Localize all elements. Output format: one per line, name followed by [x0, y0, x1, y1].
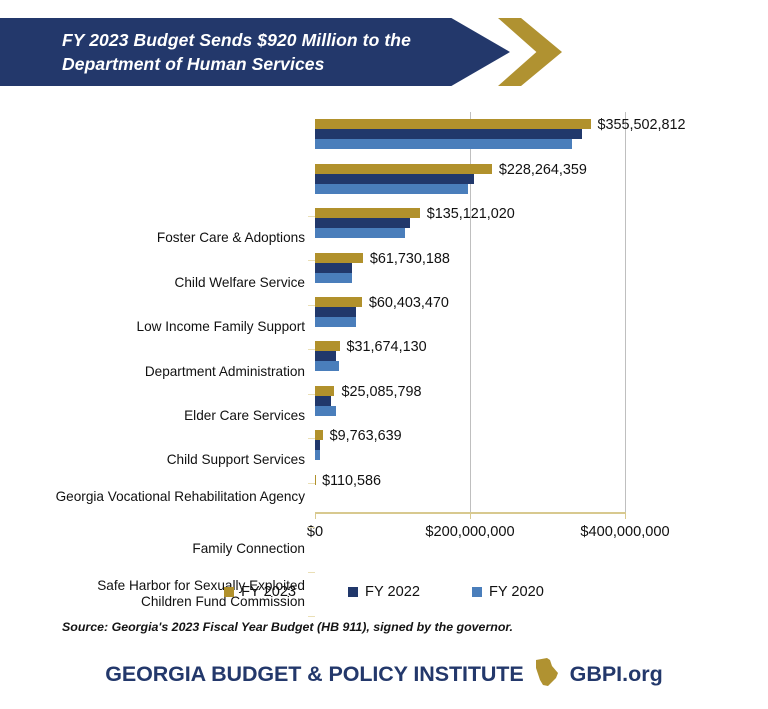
chart-legend: FY 2023 FY 2022 FY 2020	[0, 584, 768, 600]
legend-swatch-icon	[348, 587, 359, 597]
legend-label: FY 2023	[241, 584, 297, 600]
bar-value-label: $9,763,639	[329, 428, 402, 445]
bar-value-label: $61,730,188	[369, 250, 450, 267]
category-label: Safe Harbor for Sexually Exploited Child…	[97, 577, 305, 609]
x-tick-label: $200,000,000	[425, 524, 515, 540]
x-tick	[625, 512, 626, 519]
x-tick-label: $400,000,000	[580, 524, 670, 540]
category-tick	[308, 616, 315, 617]
bar-fy-2023	[315, 252, 363, 263]
category-label: Child Support Services	[166, 452, 305, 468]
organization-name: GEORGIA BUDGET & POLICY INSTITUTE	[105, 662, 524, 686]
bar-fy-2022	[315, 307, 357, 317]
bar-fy-2020	[315, 361, 339, 372]
bar-value-label: $31,674,130	[346, 339, 427, 356]
category-tick	[308, 216, 315, 217]
category-label: Elder Care Services	[184, 408, 305, 423]
bar-value-label: $355,502,812	[597, 117, 686, 134]
bar-fy-2022	[315, 173, 474, 184]
footer: GEORGIA BUDGET & POLICY INSTITUTE GBPI.o…	[0, 657, 768, 692]
legend-item: FY 2023	[224, 584, 296, 600]
bar-value-label: $25,085,798	[341, 383, 422, 400]
category-label: Child Welfare Service	[174, 274, 305, 290]
bar-group	[315, 341, 625, 372]
bar-group	[315, 208, 625, 239]
bar-fy-2023	[315, 163, 492, 174]
bar-fy-2022	[315, 218, 410, 229]
bar-fy-2020	[315, 183, 469, 194]
gridline	[625, 112, 626, 512]
category-label: Georgia Vocational Rehabilitation Agency	[55, 488, 305, 504]
category-tick	[308, 571, 315, 573]
bar-group	[315, 252, 625, 283]
bar-fy-2023	[315, 119, 591, 130]
bar-value-label: $135,121,020	[426, 206, 515, 223]
bar-chart: Foster Care & Adoptions Child Welfare Ser…	[0, 104, 768, 617]
bar-value-label: $228,264,359	[498, 161, 587, 178]
category-tick	[308, 304, 315, 306]
legend-label: FY 2020	[488, 584, 544, 600]
banner-arrow-shape	[0, 18, 510, 86]
bar-fy-2023	[315, 341, 340, 352]
legend-item: FY 2022	[348, 584, 420, 600]
category-tick	[308, 438, 315, 440]
bar-fy-2022	[315, 129, 582, 140]
bar-group	[315, 163, 625, 194]
legend-item: FY 2020	[471, 584, 544, 600]
category-tick	[308, 482, 315, 484]
x-tick	[470, 512, 471, 519]
category-tick	[308, 393, 315, 395]
bar-fy-2022	[315, 440, 321, 451]
category-label: Foster Care & Adoptions	[156, 230, 305, 246]
category-axis-labels: Foster Care & Adoptions Child Welfare Ser…	[45, 216, 305, 616]
category-tick	[308, 260, 315, 262]
title-banner: FY 2023 Budget Sends $920 Million to the…	[0, 18, 562, 86]
bar-fy-2023	[315, 208, 420, 219]
x-tick	[315, 512, 316, 519]
bar-group	[315, 474, 625, 505]
bar-group	[315, 385, 625, 416]
bar-fy-2022	[315, 351, 336, 362]
bar-group	[315, 119, 625, 150]
page-title: FY 2023 Budget Sends $920 Million to the…	[62, 30, 411, 74]
website-url: GBPI.org	[569, 662, 663, 686]
legend-swatch-icon	[471, 587, 482, 597]
bar-fy-2023	[315, 430, 323, 441]
bar-group	[315, 430, 625, 461]
category-label: Family Connection	[192, 541, 305, 557]
bar-fy-2020	[315, 450, 320, 461]
bar-fy-2023	[315, 297, 362, 307]
bar-fy-2020	[315, 139, 572, 150]
category-label: Department Administration	[144, 363, 305, 379]
bar-fy-2020	[315, 228, 405, 239]
bar-fy-2022	[315, 395, 331, 406]
bar-fy-2020	[315, 317, 357, 327]
bar-fy-2020	[315, 272, 352, 283]
category-label: Low Income Family Support	[136, 319, 305, 335]
source-note: Source: Georgia's 2023 Fiscal Year Budge…	[62, 620, 513, 634]
georgia-state-icon	[534, 657, 560, 692]
bar-value-label: $60,403,470	[368, 295, 449, 311]
gridline	[470, 112, 471, 512]
plot-area: $355,502,812 $228,264,359 $135,121,020 $61,…	[315, 112, 686, 512]
category-tick	[308, 349, 315, 351]
category-tick	[308, 527, 315, 529]
legend-label: FY 2022	[365, 584, 420, 600]
bar-value-label: $110,586	[322, 472, 382, 489]
legend-swatch-icon	[224, 587, 235, 597]
bar-fy-2020	[315, 405, 336, 416]
bar-fy-2023	[315, 385, 335, 396]
bar-group	[315, 297, 625, 327]
bar-fy-2022	[315, 262, 353, 273]
